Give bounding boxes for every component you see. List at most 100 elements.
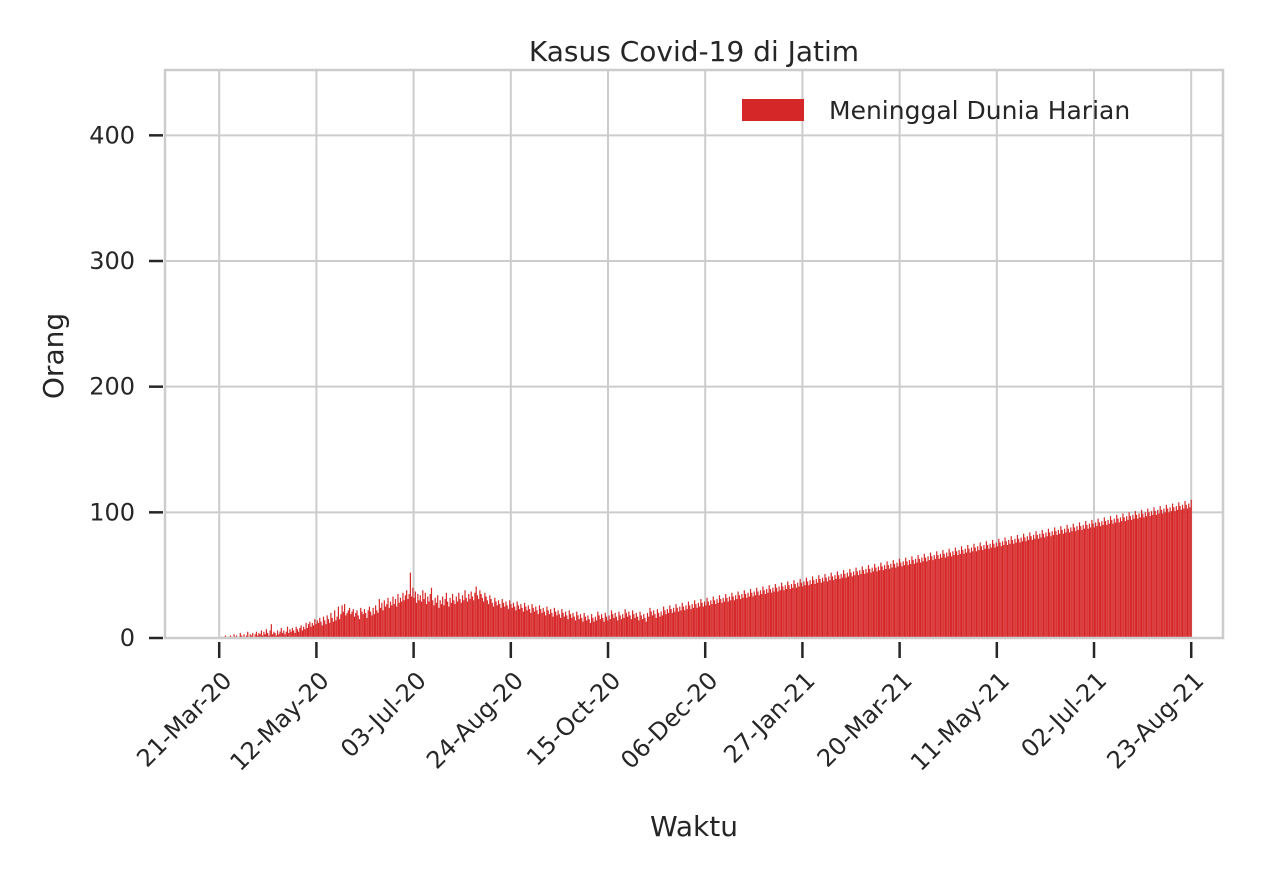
bar <box>962 550 964 638</box>
bar <box>958 550 960 638</box>
bar <box>929 552 932 638</box>
bar <box>1137 518 1139 638</box>
bar <box>577 615 579 638</box>
bar <box>1082 524 1084 638</box>
bar <box>713 600 716 638</box>
bar <box>420 601 423 638</box>
bar <box>933 555 935 638</box>
bar <box>710 600 712 638</box>
bar <box>1124 521 1127 638</box>
bar <box>453 600 455 638</box>
bar <box>370 611 372 638</box>
bar <box>427 596 429 638</box>
bar <box>1064 528 1066 638</box>
bar <box>247 631 249 638</box>
bar <box>1060 526 1062 638</box>
bar <box>1057 529 1059 638</box>
bar <box>516 601 518 638</box>
bar <box>723 601 726 638</box>
bar <box>1101 521 1103 638</box>
bar <box>578 619 580 638</box>
bar <box>551 612 553 638</box>
bar <box>459 599 461 638</box>
bar <box>903 565 906 638</box>
bar <box>651 615 654 638</box>
bar <box>743 590 745 638</box>
bar <box>1065 532 1067 638</box>
bar <box>818 575 820 638</box>
bar <box>938 558 940 638</box>
bar <box>1143 517 1145 638</box>
bar <box>874 563 876 638</box>
bar <box>805 577 807 638</box>
bar <box>794 583 796 638</box>
bar <box>699 606 701 638</box>
bar <box>1133 518 1135 638</box>
bar <box>887 565 889 638</box>
bar <box>408 594 410 638</box>
bar <box>841 577 843 638</box>
bar <box>746 597 748 638</box>
bar <box>730 600 732 638</box>
bar <box>600 614 603 638</box>
bar <box>788 585 790 638</box>
bar <box>1010 536 1012 638</box>
bar <box>1055 531 1057 638</box>
bar <box>561 609 563 638</box>
bar <box>1123 517 1125 638</box>
bar <box>973 543 975 638</box>
bar <box>846 572 848 638</box>
bar <box>331 617 333 638</box>
bar <box>767 592 769 638</box>
bar <box>1190 499 1192 638</box>
bar <box>604 612 606 638</box>
bar <box>1001 541 1004 638</box>
bar <box>774 583 776 638</box>
bar <box>983 545 985 638</box>
bar <box>1015 542 1017 638</box>
bar <box>377 612 379 638</box>
bar <box>1031 539 1033 638</box>
bar <box>1167 508 1169 638</box>
bar <box>463 600 465 638</box>
bar <box>381 602 383 638</box>
bar <box>671 612 673 638</box>
bar <box>558 614 560 638</box>
bar <box>378 599 380 638</box>
bar <box>574 620 577 638</box>
bar <box>1097 518 1099 638</box>
bar <box>1160 509 1163 638</box>
bar <box>994 547 996 638</box>
bar <box>379 607 382 638</box>
bar <box>444 599 446 638</box>
bar <box>1046 536 1048 638</box>
bar <box>968 548 970 638</box>
bar <box>343 604 346 638</box>
bar <box>943 553 945 638</box>
bar <box>342 611 344 638</box>
bar <box>843 570 845 638</box>
bar <box>1152 514 1154 638</box>
bar <box>1122 513 1124 638</box>
bar <box>845 577 847 638</box>
bar <box>1150 511 1153 638</box>
bar <box>363 609 366 638</box>
bar <box>763 590 765 638</box>
bar <box>672 607 675 638</box>
bar <box>733 600 735 638</box>
bar <box>270 624 272 638</box>
bar <box>1185 504 1187 638</box>
bar <box>963 553 965 638</box>
bar <box>939 553 942 638</box>
bar <box>667 612 670 638</box>
bar <box>613 617 615 638</box>
bar <box>443 605 445 638</box>
bar <box>1044 537 1046 638</box>
bar <box>448 606 450 638</box>
bar <box>1157 509 1159 638</box>
bar <box>833 580 835 638</box>
bar <box>371 615 373 638</box>
bar <box>233 634 235 638</box>
bar <box>761 594 763 638</box>
bar <box>269 630 271 638</box>
